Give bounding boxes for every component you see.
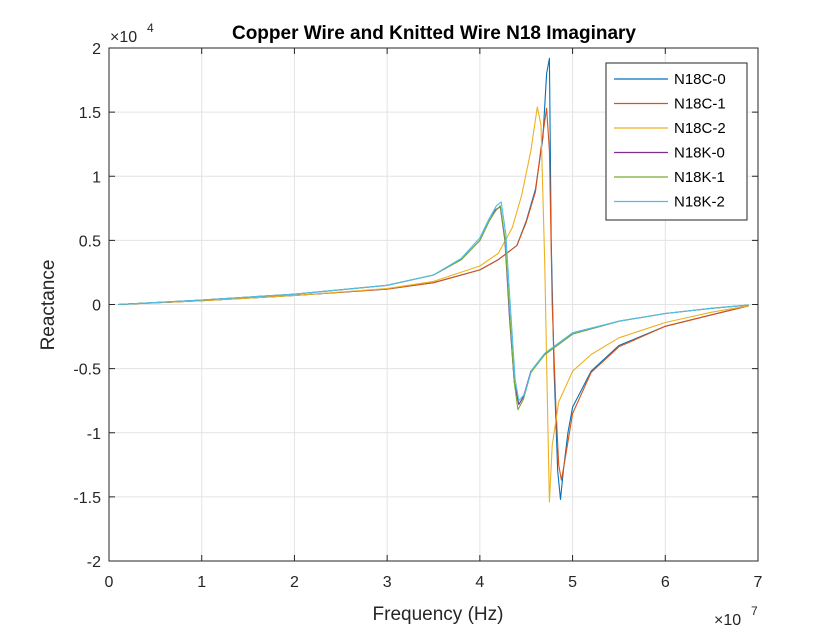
y-tick-label: 1.5 [79,105,101,122]
legend-label: N18K-0 [674,145,725,162]
y-multiplier-exponent: 4 [147,21,154,35]
y-tick-label: 0.5 [79,233,101,250]
legend-label: N18C-2 [674,120,726,137]
y-tick-label: -1.5 [73,490,101,507]
legend: N18C-0 N18C-1 N18C-2 N18K-0 N18K-1 N18K-2 [605,62,748,221]
x-tick-label: 2 [290,574,299,591]
x-multiplier-exponent: 7 [751,604,758,618]
x-tick-label: 6 [661,574,670,591]
y-axis-label: Reactance [38,260,59,351]
x-tick-label: 7 [754,574,763,591]
legend-label: N18C-0 [674,71,726,88]
y-axis-multiplier: ×10 4 [110,21,154,46]
legend-label: N18K-2 [674,194,725,211]
legend-label: N18C-1 [674,96,726,113]
legend-label: N18K-1 [674,169,725,186]
y-tick-label: -1 [87,426,101,443]
y-tick-label: 1 [92,169,101,186]
series-line-n18k-2 [118,201,749,402]
chart-title: Copper Wire and Knitted Wire N18 Imagina… [232,23,636,44]
series-line-n18c-2 [118,106,749,503]
x-axis-multiplier: ×10 7 [714,604,758,629]
y-tick-label: 2 [92,41,101,58]
y-multiplier-base: ×10 [110,29,137,46]
x-tick-label: 3 [383,574,392,591]
y-tick-label: -0.5 [73,362,101,379]
x-multiplier-base: ×10 [714,612,741,629]
x-tick-label: 0 [105,574,114,591]
x-tick-label: 4 [475,574,484,591]
x-tick-label: 1 [197,574,206,591]
axis-ticks: 0 1 2 3 4 5 6 7 -2 -1.5 -1 -0.5 0 0.5 1 1.5 2 [73,41,762,591]
x-tick-label: 5 [568,574,577,591]
x-axis-label: Frequency (Hz) [373,604,504,625]
y-tick-label: -2 [87,554,101,571]
legend-box [605,62,748,221]
y-tick-label: 0 [92,298,101,315]
series-line-n18c-1 [118,107,749,481]
series-lines [118,57,749,503]
